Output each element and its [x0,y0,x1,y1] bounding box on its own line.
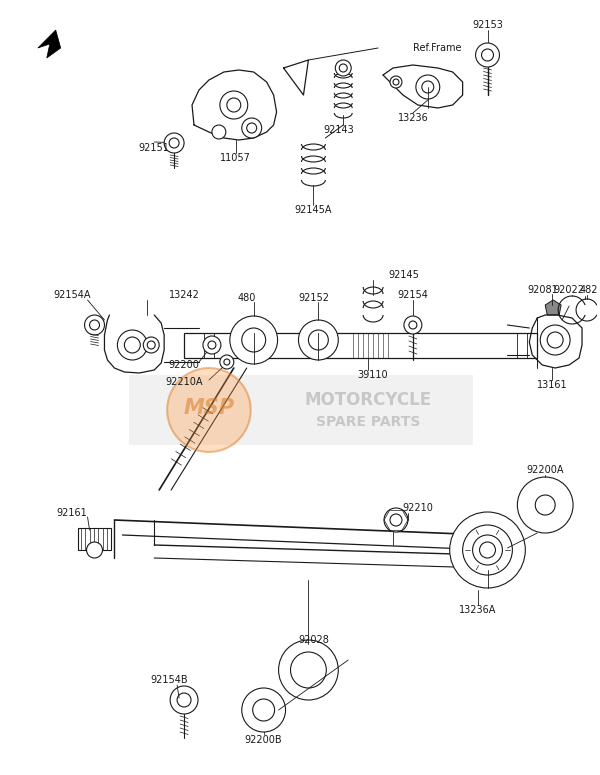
Text: 92200B: 92200B [245,735,283,745]
Circle shape [384,508,408,532]
Polygon shape [38,30,61,58]
Text: 92022: 92022 [554,285,584,295]
Bar [77,528,112,550]
Text: 13242: 13242 [169,290,199,300]
Text: 92153: 92153 [472,20,503,30]
Circle shape [167,368,251,452]
Circle shape [450,512,526,588]
Circle shape [143,337,159,353]
Circle shape [220,355,234,369]
Circle shape [404,316,422,334]
Text: 92145A: 92145A [295,205,332,215]
Text: 92210A: 92210A [166,377,203,387]
Text: SPARE PARTS: SPARE PARTS [316,415,421,429]
Circle shape [390,76,402,88]
Text: 39110: 39110 [358,370,388,380]
Circle shape [479,542,496,558]
Circle shape [298,320,338,360]
Text: MSP: MSP [184,398,235,418]
Circle shape [220,91,248,119]
Text: 92154B: 92154B [151,675,188,685]
Text: 13161: 13161 [537,380,568,390]
Circle shape [278,640,338,700]
Text: 92154: 92154 [397,290,428,300]
Circle shape [463,525,512,575]
Polygon shape [545,300,561,315]
Text: Ref.Frame: Ref.Frame [413,43,461,53]
Circle shape [476,43,499,67]
Text: 92028: 92028 [298,635,329,645]
Circle shape [242,118,262,138]
Circle shape [170,686,198,714]
Text: 480: 480 [238,293,256,303]
Circle shape [118,330,147,360]
Circle shape [242,688,286,732]
Text: 92143: 92143 [323,125,353,135]
Text: MOTORCYCLE: MOTORCYCLE [305,391,431,409]
Text: 92145: 92145 [388,270,419,280]
Text: 92151: 92151 [139,143,170,153]
Circle shape [416,75,440,99]
Circle shape [86,542,103,558]
Text: 92081: 92081 [528,285,559,295]
Text: 92200: 92200 [169,360,199,370]
Text: 92210: 92210 [403,503,433,513]
Text: 92154A: 92154A [53,290,91,300]
Circle shape [164,133,184,153]
Text: 13236: 13236 [398,113,428,123]
Text: 13236A: 13236A [459,605,496,615]
Circle shape [335,60,351,76]
Bar [130,375,473,445]
Circle shape [203,336,221,354]
Text: 11057: 11057 [220,153,251,163]
Circle shape [540,325,570,355]
Circle shape [85,315,104,335]
Circle shape [517,477,573,533]
Circle shape [230,316,278,364]
Circle shape [212,125,226,139]
Text: 92200A: 92200A [526,465,564,475]
Text: 482: 482 [580,285,598,295]
Text: 92152: 92152 [298,293,329,303]
Bar [184,333,537,358]
Text: 92161: 92161 [56,508,87,518]
